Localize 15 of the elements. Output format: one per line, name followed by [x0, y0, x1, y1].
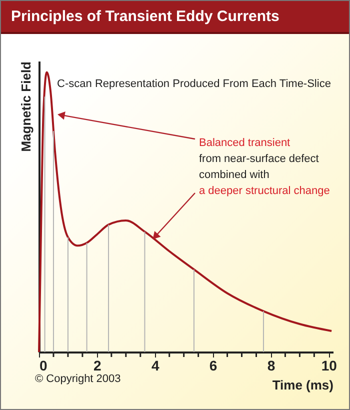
x-tick-label: 4	[151, 358, 160, 374]
text: © Copyright 2003	[35, 373, 121, 385]
annotation: Balanced transient	[199, 137, 290, 149]
annotation: combined with	[199, 169, 270, 181]
x-axis-title: Time (ms)	[272, 378, 334, 392]
x-tick-label: 8	[267, 358, 276, 374]
x-tick-label: 2	[94, 358, 102, 374]
annotation: C-scan Representation Produced From Each Time-Slice	[57, 78, 331, 90]
chart-title: Principles of Transient Eddy Currents	[1, 1, 349, 34]
annotation: from near-surface defect	[199, 153, 319, 165]
y-axis-title: Magnetic Field	[18, 61, 34, 152]
annotation: a deeper structural change	[199, 185, 330, 197]
x-tick-label: 6	[209, 358, 218, 374]
x-tick-label: 0	[40, 358, 48, 374]
x-tick-label: 10	[321, 358, 338, 374]
